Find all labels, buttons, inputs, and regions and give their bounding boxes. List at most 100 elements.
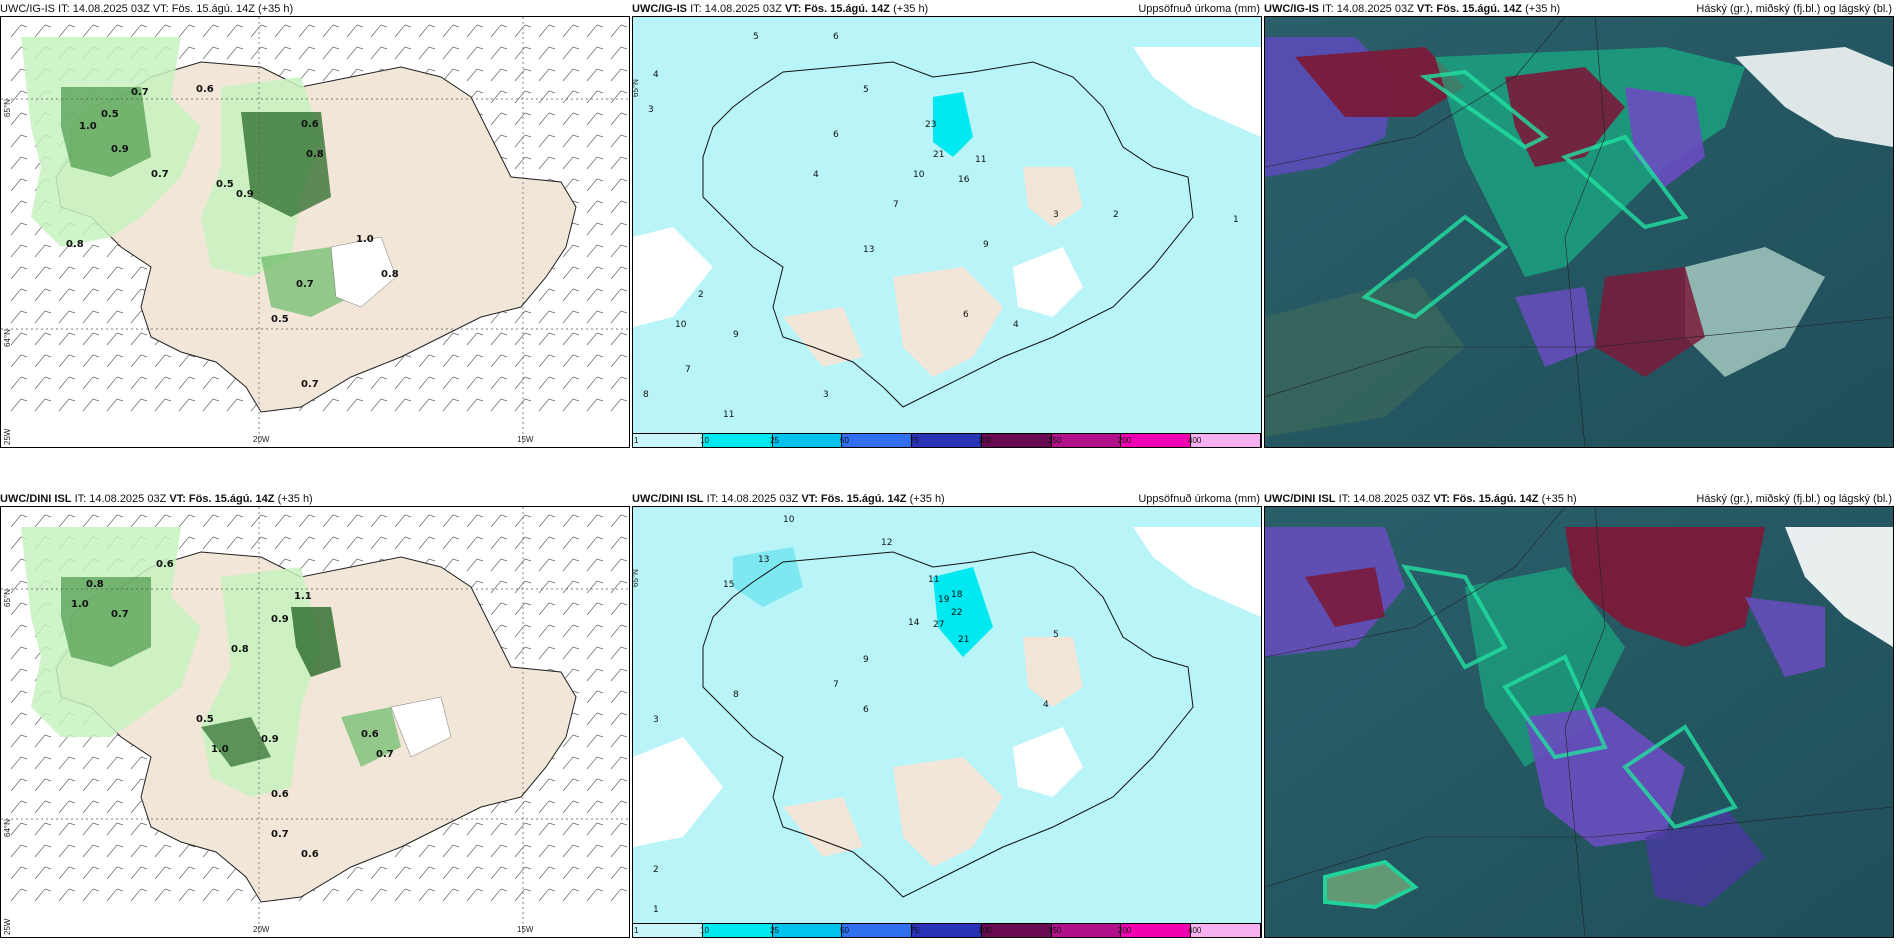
wind-barb [418,354,436,368]
colorbar-seg [981,924,1052,937]
wind-barb [394,888,412,902]
wind-barb [370,866,388,880]
svg-text:0.7: 0.7 [301,379,319,390]
cbar-label: 150 [1048,926,1062,935]
cbar-label: 200 [1118,926,1132,935]
wind-barb [106,354,124,368]
wind-values: 0.7 0.6 0.8 0.5 1.0 0.9 0.7 0.5 0.6 0.8 … [66,84,399,390]
wind-barb [130,376,148,390]
cbar-label: 400 [1188,436,1202,445]
wind-barb [154,24,172,38]
wind-barb [610,266,628,280]
header-model: UWC/DINI ISL [0,493,72,505]
cloud-map-ig[interactable] [1264,16,1894,448]
header-lead: (+35 h) [909,493,945,505]
header-it: IT: 14.08.2025 03Z [1322,3,1414,15]
svg-text:12: 12 [881,538,892,548]
wind-barb [106,398,124,412]
wind-barb [82,288,100,302]
wind-barb [10,90,28,104]
wind-barb [610,354,628,368]
lon-label-20w: 20W [253,435,270,444]
wind-barb [562,624,580,638]
wind-barb [370,376,388,390]
wind-barb [154,376,172,390]
svg-text:15: 15 [723,580,734,590]
wind-barb [58,266,76,280]
svg-text:23: 23 [925,120,936,130]
colorbar-labels: 1 10 25 50 75 100 150 200 400 [632,926,1260,938]
precip-map-ig[interactable]: 5 6 4 3 23 21 16 11 10 7 6 5 4 3 2 9 8 2… [632,16,1262,448]
wind-barb [610,712,628,726]
svg-text:10: 10 [913,170,925,180]
svg-text:7: 7 [833,680,839,690]
glacier [330,236,397,308]
cbar-label: 75 [910,436,919,445]
wind-barb [418,376,436,390]
svg-text:0.9: 0.9 [236,189,254,200]
wind-barb [370,398,388,412]
wind-barb [514,398,532,412]
wind-barb [130,888,148,902]
wind-barb [442,24,460,38]
wind-barb [322,514,340,528]
wind-barb [58,376,76,390]
wind-barb [82,332,100,346]
cloud-map-dini[interactable] [1264,506,1894,938]
wind-barb [610,200,628,214]
wind-barb [538,514,556,528]
wind-barb [586,866,604,880]
lon-label-15w: 15W [517,435,534,444]
wind-barb [586,376,604,390]
precip-values: 10 12 13 15 18 11 27 22 14 21 19 9 7 5 4… [653,515,1059,915]
wind-barb [442,536,460,550]
precip-map-dini[interactable]: 10 12 13 15 18 11 27 22 14 21 19 9 7 5 4… [632,506,1262,938]
wind-barb [538,580,556,594]
wind-barb [586,668,604,682]
svg-text:0.7: 0.7 [111,609,129,620]
header-field-title: Háský (gr.), miðský (fj.bl.) og lágský (… [1696,3,1892,15]
header-lead: (+35 h) [1541,493,1577,505]
wind-barb [130,266,148,280]
wind-barb [418,888,436,902]
svg-text:2: 2 [698,290,704,300]
wind-barb [562,244,580,258]
wind-barb [154,398,172,412]
wind-barb [610,46,628,60]
wind-barb [514,68,532,82]
svg-text:21: 21 [933,150,944,160]
wind-barb [562,646,580,660]
wind-barb [466,822,484,836]
wind-barb [586,90,604,104]
svg-text:11: 11 [928,575,939,585]
wind-map-ig[interactable]: 0.7 0.6 0.8 0.5 1.0 0.9 0.7 0.5 0.6 0.8 … [0,16,630,448]
wind-barb [538,646,556,660]
wind-barb [34,398,52,412]
wind-barb [394,514,412,528]
wind-barb [610,398,628,412]
svg-text:0.5: 0.5 [271,314,289,325]
wind-barb [346,514,364,528]
wind-barb [370,888,388,902]
wind-barb [538,800,556,814]
land-patch-1 [893,267,1003,377]
wind-barb [562,734,580,748]
wind-barb [562,376,580,390]
svg-text:9: 9 [863,655,869,665]
wind-barb [10,134,28,148]
precip-colorbar [633,433,1261,447]
wind-barb [10,778,28,792]
svg-text:0.8: 0.8 [66,239,84,250]
wind-barb [394,24,412,38]
wind-barb [586,178,604,192]
precip-max-1 [933,92,973,157]
wind-barb [610,844,628,858]
wind-barb [346,376,364,390]
header-lead: (+35 h) [277,493,313,505]
wind-barb [106,288,124,302]
wind-barb [58,866,76,880]
colorbar-seg [772,924,843,937]
wind-barb [562,580,580,594]
wind-barb [106,800,124,814]
wind-map-dini[interactable]: 0.8 0.6 0.7 1.0 0.9 1.1 0.5 0.8 0.9 0.6 … [0,506,630,938]
